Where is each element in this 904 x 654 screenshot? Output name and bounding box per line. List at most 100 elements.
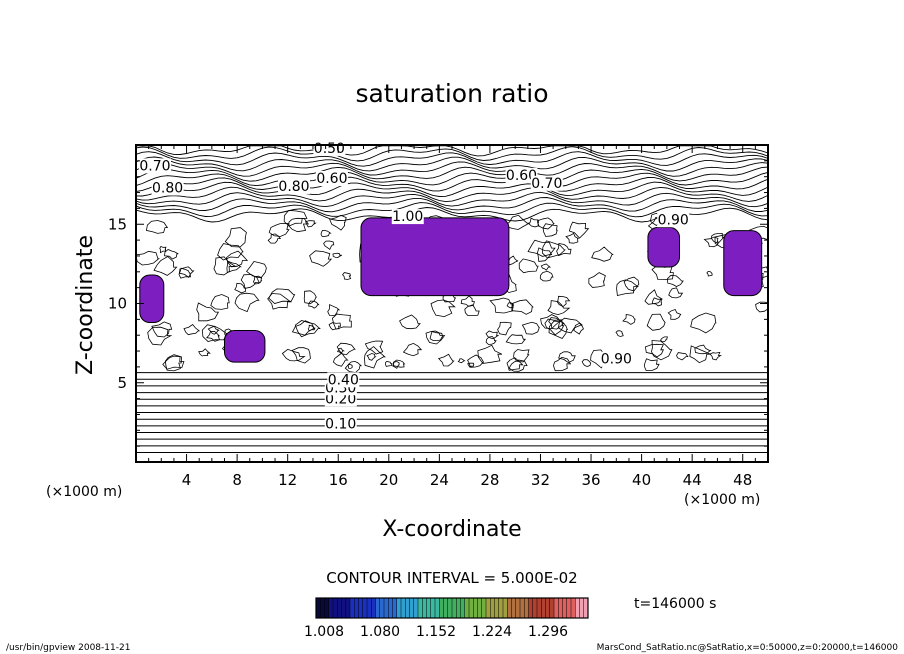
colorbar-tick-label: 1.080 [360,624,400,640]
x-tick-label: 40 [632,471,651,489]
x-unit-label-right: (×1000 m) [684,492,760,508]
shaded-region [723,230,763,297]
contour-line [234,292,260,313]
shaded-region [360,217,510,297]
colorbar-swatch [337,598,342,618]
colorbar-swatch [392,598,398,618]
contour-label-bg [600,351,633,367]
contour-line [332,352,349,367]
colorbar-swatch [333,598,338,618]
contour-line [303,290,317,305]
contour-line [497,321,512,336]
colorbar-tick-label: 1.224 [472,624,512,640]
contour-line [224,227,247,248]
contour-label: 0.80 [152,181,183,197]
contour-line [399,314,421,330]
colorbar-swatch [316,598,321,618]
colorbar-swatch [379,598,385,618]
contour-line [542,223,558,237]
contour-line [429,331,444,341]
contour-label: 0.90 [601,352,632,368]
contour-line [557,317,583,334]
contour-line [467,362,475,368]
colorbar-swatch [477,598,483,618]
colorbar-swatch [507,598,512,618]
contour-line [505,334,527,345]
colorbar-swatch [575,598,580,618]
contour-line [393,359,406,368]
colorbar-swatch [452,598,457,618]
y-tick-label: 5 [117,374,127,392]
contour-line [660,336,668,343]
y-tick-label: 15 [108,215,127,233]
contour-line [703,236,719,248]
contour-line [135,171,769,187]
contour-line [364,346,386,369]
x-axis-ticks: 4 8 12 16 20 24 28 32 36 40 44 48 [148,145,756,489]
contour-line [506,302,515,309]
contour-line [135,156,769,172]
colorbar-swatch [388,598,393,618]
footer-right: MarsCond_SatRatio.nc@SatRatio,x=0:50000,… [597,643,899,653]
contour-line [213,256,237,276]
contour-line [217,243,244,261]
contour-line [565,232,580,244]
contour-label-bg [327,372,360,388]
contour-line [267,293,292,310]
colorbar-swatch [579,598,585,618]
contour-line [392,361,400,369]
contour-line [283,209,308,227]
contour-line [485,330,500,340]
contour-line [540,314,562,330]
shaded-region [647,226,681,268]
colorbar-swatch [362,598,368,618]
colorbar-tick-labels: 1.008 1.080 1.152 1.224 1.296 [304,624,568,640]
contour-line [252,275,263,285]
x-unit-label-left: (×1000 m) [46,484,122,500]
contour-line [402,342,423,357]
colorbar-swatch [375,598,381,618]
contour-line [694,344,712,355]
colorbar-swatch [354,598,359,618]
contour-line [646,313,666,331]
contour-interval-text: CONTOUR INTERVAL = 5.000E-02 [326,569,577,587]
y-tick-label: 10 [108,295,127,313]
x-tick-label: 12 [278,471,297,489]
colorbar-swatch [583,598,589,618]
contour-line [556,243,572,257]
contour-label-bg [138,158,171,174]
contour-line [457,358,466,364]
contour-line [196,302,220,322]
contour-label: 0.70 [531,176,562,192]
contour-label-bg [530,175,563,191]
colorbar-tick-label: 1.296 [528,624,568,640]
colorbar-swatch [554,598,559,618]
colorbar-swatch [503,598,508,618]
contour-label-bg [151,180,184,196]
contour-label-bg [315,171,348,187]
colorbar-swatch [401,598,406,618]
contour-line [384,360,393,367]
contour-label: 0.60 [316,171,347,187]
colorbar-swatch [549,598,555,618]
colorbar-swatch [384,598,389,618]
contour-label-bg [505,167,538,183]
contour-line [553,356,572,372]
contour-line [332,252,342,259]
contour-line [544,318,565,336]
contour-line [206,330,221,342]
colorbar-swatch [345,598,351,618]
contour-line [183,323,201,336]
colorbar-swatch [328,598,334,618]
colorbar-swatch [460,598,466,618]
contour-line [145,220,169,234]
contour-line [294,320,321,338]
colorbar-swatch [443,598,449,618]
colorbar-swatch [537,598,542,618]
footer-left: /usr/bin/gpview 2008-11-21 [6,643,130,653]
contour-line [291,347,311,364]
colorbar-swatch [422,598,427,618]
colorbar-swatch [473,598,478,618]
contour-label: 0.10 [325,417,356,433]
